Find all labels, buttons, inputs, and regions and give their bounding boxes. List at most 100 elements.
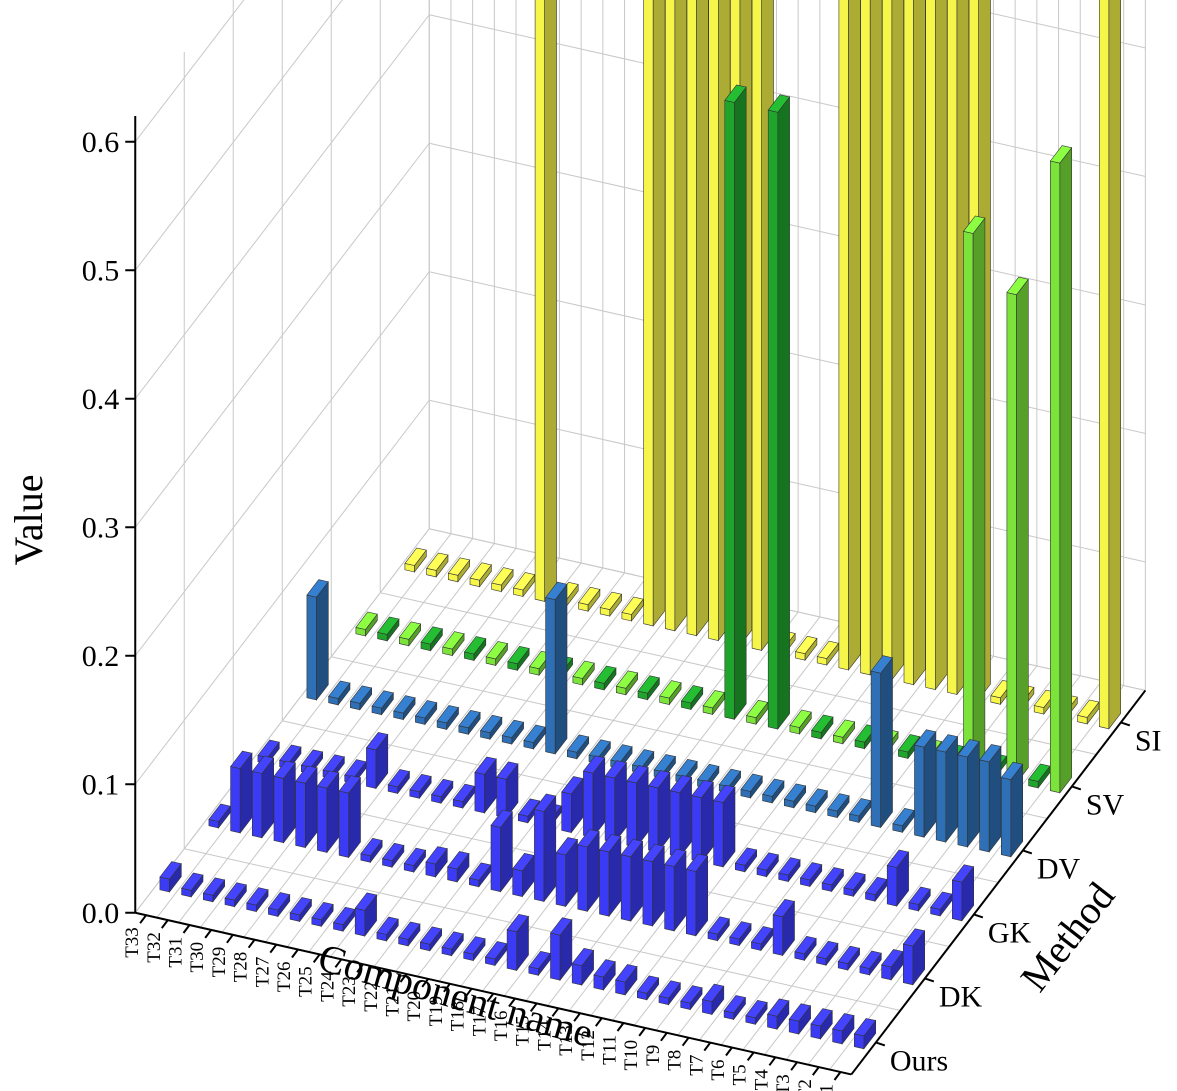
bar-GK-T11 — [734, 847, 758, 873]
x-tick — [486, 992, 495, 1003]
x-tick — [443, 983, 451, 993]
x-tick — [377, 968, 386, 978]
bar-SI-T14 — [816, 640, 840, 666]
x-tick-label: T11 — [600, 1035, 621, 1065]
x-tick-label: T20 — [404, 991, 425, 1022]
bar-SI-T33 — [404, 547, 427, 573]
bar-Ours-T29 — [246, 887, 269, 913]
bar-Ours-T8 — [701, 983, 725, 1016]
method-tick-label: SI — [1135, 724, 1162, 757]
bar-SI-T22 — [643, 0, 666, 627]
bar-GK-T18 — [582, 755, 606, 839]
bar-SV-T20 — [637, 675, 660, 701]
bar-DK-T26 — [360, 837, 383, 864]
z-tick-label: 0.0 — [82, 897, 120, 930]
bar-DV-T4 — [935, 734, 959, 843]
x-tick — [139, 914, 147, 924]
z-tick-label: 0.2 — [82, 640, 120, 673]
bar-GK-T24 — [452, 783, 476, 809]
bar-SV-T31 — [398, 621, 422, 647]
bar-GK-T6 — [843, 871, 866, 898]
bar-DK-T11 — [685, 853, 709, 937]
bar-DV-T10 — [805, 788, 828, 814]
method-tick — [1022, 849, 1033, 855]
bar-SV-T14 — [767, 94, 791, 730]
bar-SV-T15 — [745, 699, 769, 726]
bar-Ours-T16 — [528, 950, 551, 977]
bar-SV-T3 — [1006, 276, 1029, 784]
x-tick-label: T4 — [751, 1069, 772, 1091]
bar-SI-T25 — [577, 586, 601, 613]
bar-Ours-T26 — [311, 901, 334, 928]
bar-SI-T20 — [686, 0, 709, 637]
bar-SV-T12 — [811, 714, 834, 740]
bar-SV-T16 — [724, 84, 747, 721]
bar-GK-T10 — [756, 852, 779, 878]
method-tick-label: DK — [939, 980, 983, 1013]
x-tick — [703, 1041, 712, 1052]
bar-SV-T18 — [680, 685, 704, 711]
bar-Ours-T4 — [788, 1003, 812, 1035]
bar-SI-T15 — [794, 635, 818, 662]
bar-DV-T7 — [870, 655, 894, 829]
bar-DK-T22 — [447, 851, 470, 883]
bar-DK-T6 — [794, 935, 817, 962]
bar-DV-T33 — [306, 579, 329, 701]
bar-SV-T29 — [442, 631, 465, 657]
x-tick-label: T15 — [513, 1015, 534, 1046]
bar-SI-T30 — [469, 562, 492, 588]
x-tick — [594, 1017, 603, 1027]
bar-Ours-T32 — [181, 872, 204, 898]
bar-DK-T18 — [533, 793, 557, 903]
bar-SI-T1 — [1099, 0, 1121, 730]
bar-Ours-T24 — [354, 892, 378, 937]
bar-GK-T28 — [365, 732, 389, 790]
x-tick — [334, 958, 343, 968]
bar-Ours-T25 — [332, 906, 356, 933]
bar-Ours-T27 — [289, 897, 313, 923]
method-tick — [875, 1041, 886, 1047]
bar-SV-T23 — [572, 660, 595, 686]
x-tick-label: T33 — [122, 927, 143, 958]
bar-DK-T12 — [664, 848, 687, 932]
x-tick-label: T23 — [339, 976, 360, 1007]
bar-SV-T22 — [594, 665, 617, 691]
bar-SI-T23 — [621, 596, 644, 622]
bar-GK-T22 — [496, 761, 519, 819]
bar-SV-T33 — [355, 611, 378, 637]
bar-DV-T22 — [545, 581, 568, 755]
bar-GK-T7 — [821, 867, 845, 893]
x-tick-label: T21 — [383, 986, 404, 1017]
z-tick-label: 0.1 — [82, 768, 120, 801]
x-tick-label: T29 — [209, 947, 230, 978]
bar-SV-T21 — [615, 670, 639, 696]
bar-SV-T11 — [832, 719, 856, 745]
bar-SV-T30 — [420, 626, 443, 652]
bar-SV-T27 — [485, 641, 509, 667]
bar-GK-T19 — [561, 776, 584, 834]
bar-DK-T1 — [902, 928, 926, 986]
bar-Ours-T13 — [593, 959, 616, 991]
method-tick — [924, 977, 935, 983]
bar-DK-T24 — [403, 847, 427, 873]
bar-SI-T29 — [491, 567, 514, 593]
bar-Ours-T30 — [224, 882, 247, 908]
bar-Ours-T17 — [506, 913, 530, 972]
bar-DK-T27 — [338, 775, 362, 859]
x-tick-label: T17 — [469, 1006, 490, 1037]
bar-DK-T9 — [729, 921, 752, 947]
bar-Ours-T5 — [766, 998, 790, 1031]
bar-DK-T10 — [707, 916, 730, 942]
method-tick-label: GK — [988, 916, 1032, 949]
z-tick-label: 0.4 — [82, 383, 120, 416]
bar-Ours-T1 — [853, 1018, 877, 1050]
bar-GK-T23 — [474, 756, 497, 814]
bar-GK-T27 — [387, 769, 411, 795]
x-tick-label: T8 — [665, 1050, 686, 1071]
x-tick-label: T7 — [686, 1055, 707, 1076]
x-tick — [768, 1056, 777, 1066]
bar-DK-T3 — [859, 950, 882, 976]
bar-SI-T21 — [664, 0, 688, 632]
x-tick — [833, 1071, 842, 1081]
